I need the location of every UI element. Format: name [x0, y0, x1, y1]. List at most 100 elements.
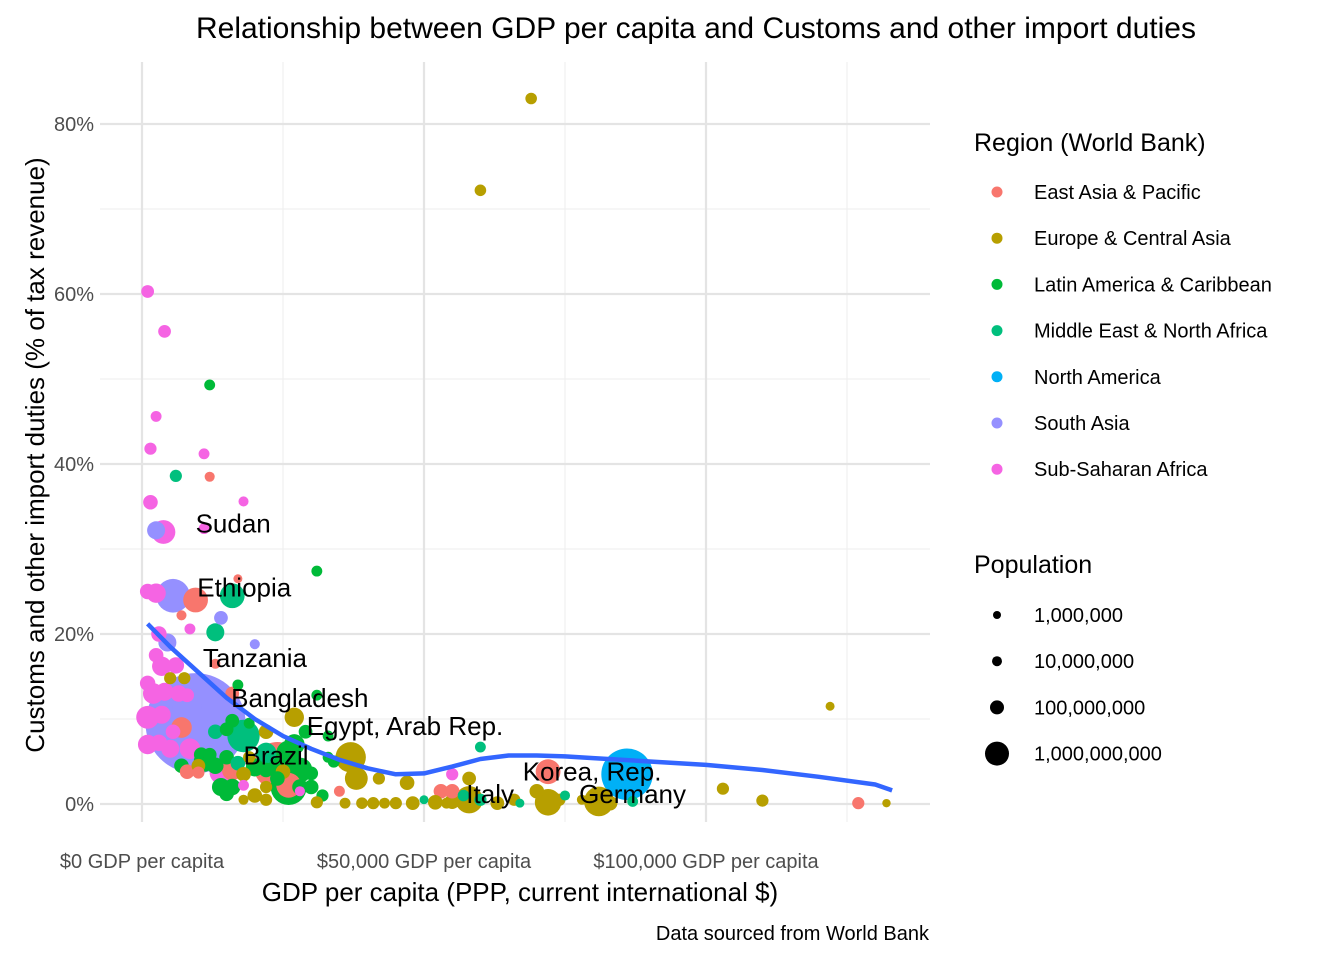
- data-point: [298, 724, 313, 739]
- data-point: [230, 755, 246, 771]
- y-tick-label: 60%: [54, 284, 94, 306]
- data-point: [158, 325, 171, 338]
- legend-swatch: [991, 278, 1003, 290]
- data-point: [367, 797, 380, 810]
- data-point: [389, 797, 402, 810]
- data-point: [204, 471, 215, 482]
- legend-label: Latin America & Caribbean: [1034, 274, 1272, 296]
- legend-swatch: [991, 463, 1003, 475]
- legend-label: North America: [1034, 367, 1162, 389]
- data-point: [180, 688, 194, 703]
- legend-size-swatch: [985, 741, 1009, 766]
- data-point: [233, 574, 243, 584]
- data-point: [462, 771, 476, 786]
- legend-swatch: [991, 232, 1003, 244]
- data-point: [333, 785, 345, 797]
- data-point: [225, 713, 240, 728]
- legend-label: South Asia: [1034, 413, 1131, 435]
- data-point: [433, 783, 449, 799]
- data-point: [238, 496, 249, 507]
- legend-label: 1,000,000: [1034, 605, 1123, 627]
- legend-label: Europe & Central Asia: [1034, 228, 1232, 250]
- data-point: [255, 742, 277, 764]
- y-axis-tick-labels: 0% 20% 40% 60% 80%: [54, 114, 94, 816]
- data-point: [427, 794, 443, 810]
- country-label: Ethiopia: [197, 572, 291, 602]
- data-point: [322, 730, 334, 742]
- country-label: Tanzania: [203, 643, 308, 673]
- data-point: [444, 783, 460, 799]
- data-point: [148, 647, 164, 663]
- data-point: [525, 92, 537, 105]
- data-point: [214, 610, 228, 625]
- data-point: [259, 793, 273, 806]
- legend-swatch: [991, 186, 1003, 198]
- data-point: [247, 788, 263, 803]
- y-tick-label: 20%: [54, 624, 94, 646]
- grid: [100, 62, 930, 822]
- x-tick-label: $0 GDP per capita: [60, 851, 225, 873]
- data-point: [852, 797, 865, 810]
- data-point: [208, 724, 223, 740]
- chart-title: Relationship between GDP per capita and …: [196, 12, 1196, 45]
- data-point: [344, 767, 368, 790]
- legend-size-swatch: [990, 700, 1004, 715]
- data-point: [529, 783, 545, 799]
- smooth-line: [145, 622, 893, 793]
- data-point: [310, 796, 323, 809]
- country-label: Egypt, Arab Rep.: [307, 711, 504, 741]
- data-point: [399, 775, 415, 791]
- data-point: [206, 623, 225, 642]
- x-tick-label: $100,000 GDP per capita: [593, 851, 819, 873]
- data-point: [155, 682, 174, 701]
- legend-label: East Asia & Pacific: [1034, 182, 1201, 204]
- legend-size-swatch: [993, 611, 1001, 619]
- data-point: [379, 797, 390, 809]
- legend-label: 100,000,000: [1034, 697, 1145, 719]
- data-point: [249, 639, 260, 650]
- data-point: [474, 793, 487, 806]
- data-point: [303, 779, 319, 795]
- population-legend: Population 1,000,000 10,000,000 100,000,00…: [974, 551, 1162, 766]
- y-tick-label: 80%: [54, 114, 94, 136]
- data-point: [198, 448, 210, 460]
- data-point: [192, 766, 205, 779]
- legend-label: Middle East & North Africa: [1034, 321, 1268, 343]
- country-label: Brazil: [244, 741, 309, 771]
- data-point: [184, 623, 196, 635]
- data-point: [210, 658, 221, 669]
- data-point: [141, 285, 155, 298]
- data-point: [446, 768, 459, 781]
- data-point: [198, 523, 210, 535]
- country-label: Korea, Rep.: [523, 757, 662, 787]
- country-label: Sudan: [196, 509, 271, 539]
- data-point: [294, 786, 305, 797]
- data-point: [627, 795, 639, 807]
- data-point: [238, 779, 249, 791]
- legend-label: Sub-Saharan Africa: [1034, 459, 1208, 481]
- data-point: [219, 583, 245, 609]
- region-legend: Region (World Bank) East Asia & Pacific E…: [974, 129, 1272, 481]
- legend-swatch: [991, 325, 1003, 337]
- data-point: [259, 780, 273, 794]
- data-point: [576, 794, 587, 805]
- data-point: [164, 672, 177, 685]
- data-point: [304, 766, 319, 781]
- data-point: [474, 184, 487, 197]
- data-point: [139, 583, 156, 600]
- data-point: [165, 724, 181, 740]
- data-point: [515, 798, 525, 808]
- data-point: [147, 521, 166, 540]
- data-point: [356, 797, 368, 809]
- data-point: [232, 679, 244, 691]
- data-point: [339, 797, 351, 809]
- data-point: [219, 786, 234, 802]
- data-point: [139, 675, 156, 692]
- country-label: Germany: [579, 779, 686, 809]
- data-point: [270, 771, 285, 786]
- data-point: [183, 587, 208, 613]
- x-axis-label: GDP per capita (PPP, current internation…: [262, 877, 778, 907]
- data-point: [204, 379, 216, 391]
